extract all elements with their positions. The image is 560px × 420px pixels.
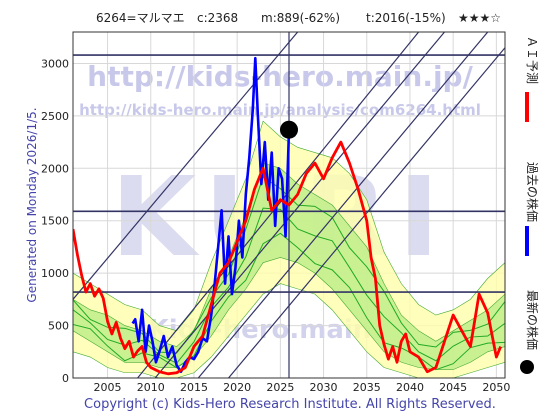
- y-tick-label: 2000: [41, 162, 69, 175]
- y-tick-label: 0: [62, 372, 69, 385]
- plot-frame: [72, 31, 506, 379]
- legend-label-latest: 最新の株価: [525, 290, 540, 350]
- series-line: [131, 56, 291, 374]
- legend-label-ai: ＡＩ予測: [525, 36, 539, 84]
- current-price: c:2368: [197, 11, 238, 25]
- max-value: m:889(-62%): [261, 11, 340, 25]
- chart-header: 6264=マルマエ c:2368 m:889(-62%) t:2016(-15%…: [96, 11, 501, 25]
- y-tick-label: 1000: [41, 267, 69, 280]
- x-tick-label: 2030: [310, 381, 338, 394]
- series-line: [73, 140, 502, 376]
- latest-price-marker: [280, 120, 298, 139]
- legend: ＡＩ予測 過去の株価 最新の株価: [520, 36, 540, 374]
- x-tick-label: 2035: [353, 381, 381, 394]
- legend-label-past: 過去の株価: [525, 162, 540, 222]
- x-tick-label: 2045: [439, 381, 467, 394]
- x-tick-label: 2040: [396, 381, 424, 394]
- x-tick-label: 2010: [137, 381, 165, 394]
- y-tick-label: 1500: [41, 215, 69, 228]
- x-tick-label: 2015: [180, 381, 208, 394]
- stock-title: 6264=マルマエ: [96, 11, 185, 25]
- y-tick-label: 3000: [41, 57, 69, 70]
- trend-layer: [73, 32, 505, 378]
- target-value: t:2016(-15%): [366, 11, 446, 25]
- trend-line: [136, 32, 420, 378]
- y-tick-label: 500: [48, 320, 69, 333]
- x-tick-label: 2020: [223, 381, 251, 394]
- series-layer: [73, 56, 502, 376]
- y-tick-label: 2500: [41, 110, 69, 123]
- x-tick-label: 2005: [94, 381, 122, 394]
- legend-swatch-latest: [520, 360, 534, 374]
- trend-line: [154, 32, 445, 378]
- trend-line: [197, 32, 489, 378]
- marker-layer: [280, 120, 298, 139]
- generated-date-label: Generated on Monday 2026/1/5.: [25, 107, 39, 302]
- rating-stars: ★★★☆: [458, 11, 501, 25]
- tick-layer: 2005 2010 2015 2020 2025 2030 2035 2040 2045 2050…: [41, 57, 510, 394]
- trend-line: [73, 32, 299, 300]
- x-tick-label: 2025: [266, 381, 294, 394]
- trend-line: [228, 47, 505, 378]
- copyright-footer: Copyright (c) Kids-Hero Research Institu…: [84, 397, 496, 412]
- x-tick-label: 2050: [482, 381, 510, 394]
